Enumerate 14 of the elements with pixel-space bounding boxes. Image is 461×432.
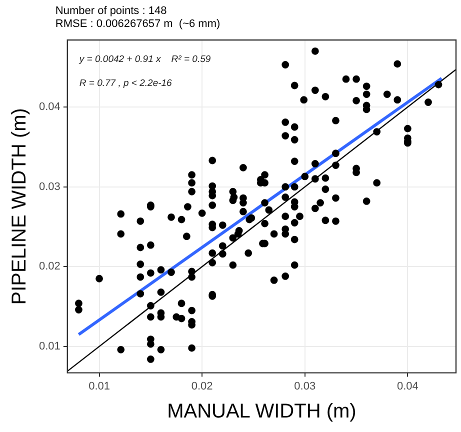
y-axis-title: PIPELINE WIDTH (m)	[8, 108, 31, 305]
chart-subtitle: RMSE : 0.006267657 m (~6 mm)	[55, 18, 220, 30]
x-axis-title: MANUAL WIDTH (m)	[167, 400, 356, 423]
chart-title: Number of points : 148	[55, 5, 167, 17]
annotation: y = 0.0042 + 0.91 x R² = 0.59	[78, 54, 212, 65]
y-tick-label: 0.03	[38, 180, 60, 193]
annotation: R = 0.77 , p < 2.2e-16	[79, 78, 173, 89]
y-tick-label: 0.01	[38, 340, 60, 352]
x-tick-label: 0.02	[191, 380, 213, 392]
y-tick-label: 0.04	[38, 101, 60, 114]
x-tick-label: 0.03	[294, 380, 316, 392]
y-tick-label: 0.02	[38, 260, 60, 273]
x-tick-label: 0.01	[88, 380, 110, 392]
x-tick-label: 0.04	[396, 380, 418, 392]
